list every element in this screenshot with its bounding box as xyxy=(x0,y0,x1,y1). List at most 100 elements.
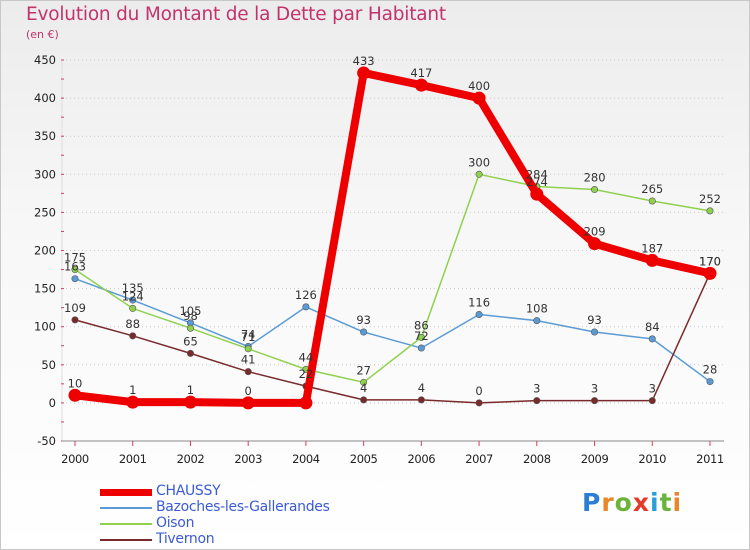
data-point xyxy=(533,397,541,405)
data-label: 400 xyxy=(468,79,490,93)
data-label: 105 xyxy=(179,304,201,318)
data-point xyxy=(648,197,656,205)
data-label: 28 xyxy=(703,363,718,377)
data-label: 65 xyxy=(183,334,198,348)
legend-item: Oison xyxy=(100,515,420,532)
data-point xyxy=(417,333,425,341)
data-label: 3 xyxy=(533,382,540,396)
logo-letter: i xyxy=(672,488,683,517)
y-tick-label: 100 xyxy=(34,320,56,334)
data-point xyxy=(129,332,137,340)
legend-label: CHAUSSY xyxy=(156,483,221,499)
data-label: 88 xyxy=(125,317,140,331)
data-label: 252 xyxy=(699,192,721,206)
data-label: 135 xyxy=(122,281,144,295)
data-label: 109 xyxy=(64,301,86,315)
logo-letter: x xyxy=(632,488,650,517)
legend-swatch xyxy=(100,523,152,525)
data-point xyxy=(648,335,656,343)
data-label: 175 xyxy=(64,251,86,265)
data-point xyxy=(129,296,137,304)
logo-letter: t xyxy=(659,488,673,517)
data-point xyxy=(706,378,714,386)
legend-item: Tivernon xyxy=(100,531,420,548)
data-label: 27 xyxy=(356,363,371,377)
data-label: 74 xyxy=(241,328,256,342)
data-label: 284 xyxy=(526,167,548,181)
data-point xyxy=(475,170,483,178)
data-label: 4 xyxy=(418,381,425,395)
data-label: 72 xyxy=(414,329,429,343)
data-point xyxy=(414,78,428,92)
data-point xyxy=(299,396,313,410)
data-label: 93 xyxy=(587,313,602,327)
x-tick-label: 2004 xyxy=(292,452,320,466)
data-label: 280 xyxy=(584,171,606,185)
data-point xyxy=(360,328,368,336)
chart-unit: (en €) xyxy=(26,28,59,41)
legend-item: Bazoches-les-Gallerandes xyxy=(100,499,420,516)
data-point xyxy=(645,253,659,267)
logo-letter: o xyxy=(614,488,633,517)
x-tick-label: 2008 xyxy=(523,452,551,466)
data-label: 417 xyxy=(410,66,432,80)
data-point xyxy=(703,266,717,280)
data-point xyxy=(533,317,541,325)
data-point xyxy=(71,275,79,283)
chart-title: Evolution du Montant de la Dette par Hab… xyxy=(26,4,446,25)
x-tick-label: 2001 xyxy=(119,452,147,466)
data-point xyxy=(475,399,483,407)
y-tick-label: 350 xyxy=(34,129,56,143)
data-point xyxy=(129,304,137,312)
legend-swatch xyxy=(100,488,152,496)
data-label: 41 xyxy=(241,353,256,367)
data-point xyxy=(302,303,310,311)
data-point xyxy=(591,186,599,194)
data-point xyxy=(591,328,599,336)
data-label: 4 xyxy=(360,381,367,395)
y-tick-label: 0 xyxy=(49,396,56,410)
x-tick-label: 2002 xyxy=(177,452,205,466)
data-point xyxy=(591,397,599,405)
data-point xyxy=(588,237,602,251)
data-label: 1 xyxy=(187,383,194,397)
data-label: 163 xyxy=(64,260,86,274)
data-label: 187 xyxy=(641,241,663,255)
data-point xyxy=(530,187,544,201)
legend-label: Tivernon xyxy=(156,531,215,547)
y-tick-label: 150 xyxy=(34,282,56,296)
data-point xyxy=(648,397,656,405)
y-tick-label: 200 xyxy=(34,244,56,258)
x-tick-label: 2011 xyxy=(696,452,724,466)
data-point xyxy=(417,396,425,404)
legend-item: CHAUSSY xyxy=(100,483,420,500)
logo-letter: r xyxy=(601,488,615,517)
data-label: 108 xyxy=(526,302,548,316)
data-point xyxy=(68,388,82,402)
data-point xyxy=(71,316,79,324)
data-point xyxy=(244,345,252,353)
data-label: 86 xyxy=(414,318,429,332)
data-label: 170 xyxy=(699,254,721,268)
data-point xyxy=(244,368,252,376)
data-point xyxy=(71,266,79,274)
data-label: 98 xyxy=(183,309,198,323)
data-point xyxy=(357,66,371,80)
data-point xyxy=(475,311,483,319)
data-label: 44 xyxy=(299,350,314,364)
logo-letter: P xyxy=(582,488,602,517)
logo-letter: i xyxy=(650,488,660,517)
data-point xyxy=(417,344,425,352)
data-label: 265 xyxy=(641,182,663,196)
x-tick-label: 2005 xyxy=(350,452,378,466)
data-label: 3 xyxy=(649,382,656,396)
y-tick-label: 400 xyxy=(34,91,56,105)
data-label: 3 xyxy=(591,382,598,396)
data-label: 124 xyxy=(122,289,144,303)
legend-label: Bazoches-les-Gallerandes xyxy=(156,499,330,515)
x-tick-label: 2010 xyxy=(638,452,666,466)
x-tick-label: 2003 xyxy=(234,452,262,466)
data-label: 274 xyxy=(526,175,548,189)
series-line xyxy=(74,272,711,404)
